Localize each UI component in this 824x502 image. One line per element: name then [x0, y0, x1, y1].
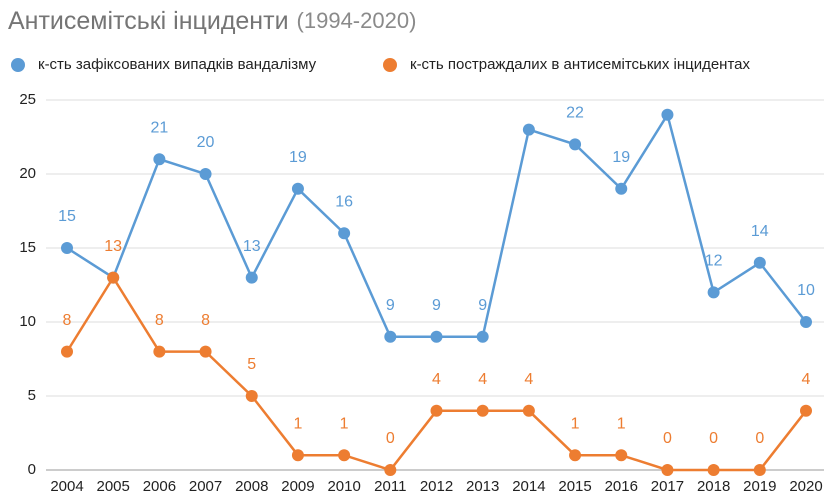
x-tick-label: 2006: [143, 478, 176, 495]
data-point: [61, 242, 73, 254]
data-label: 9: [386, 297, 395, 314]
legend-marker: [383, 58, 397, 72]
data-label: 15: [58, 208, 76, 225]
y-tick-label: 20: [19, 165, 36, 182]
x-tick-label: 2016: [605, 478, 638, 495]
data-label: 0: [386, 430, 395, 447]
data-point: [384, 464, 397, 476]
x-tick-label: 2018: [697, 478, 730, 495]
data-label: 9: [432, 297, 441, 314]
data-label: 13: [243, 238, 261, 255]
data-label: 1: [293, 415, 302, 432]
data-point: [338, 449, 351, 462]
subtitle: (1994-2020): [297, 8, 417, 33]
y-tick-label: 10: [19, 313, 36, 330]
data-label: 4: [802, 371, 811, 388]
data-point: [615, 182, 628, 195]
x-tick-label: 2008: [235, 478, 268, 495]
data-point: [753, 464, 766, 476]
data-label: 21: [150, 119, 168, 136]
data-point: [753, 256, 766, 269]
data-point: [522, 404, 535, 417]
data-point: [615, 449, 628, 462]
data-point: [291, 182, 304, 195]
data-point: [476, 404, 489, 417]
data-label: 1: [571, 415, 580, 432]
data-point: [800, 316, 812, 328]
data-point: [569, 138, 582, 151]
x-tick-label: 2015: [558, 478, 591, 495]
x-tick-label: 2011: [374, 478, 406, 495]
data-label: 1: [340, 415, 349, 432]
data-label: 19: [612, 149, 630, 166]
data-point: [707, 286, 720, 299]
title: Антисемітські інциденти: [8, 7, 289, 35]
data-label: 0: [663, 430, 672, 447]
data-label: 1: [617, 415, 626, 432]
data-point: [199, 345, 212, 358]
data-label: 22: [566, 105, 584, 122]
data-point: [245, 390, 258, 402]
data-point: [430, 330, 443, 343]
x-tick-label: 2009: [281, 478, 314, 495]
y-tick-label: 25: [19, 91, 36, 108]
data-label: 13: [104, 238, 122, 255]
legend-marker: [11, 58, 25, 72]
y-tick-label: 15: [19, 239, 36, 256]
data-label: 16: [335, 193, 353, 210]
data-label: 8: [155, 312, 164, 329]
data-label: 12: [705, 253, 723, 270]
data-label: 0: [709, 430, 718, 447]
data-point: [476, 330, 489, 343]
x-tick-label: 2012: [420, 478, 453, 495]
x-tick-label: 2019: [743, 478, 776, 495]
data-point: [291, 449, 304, 462]
chart-title: Антисемітські інциденти (1994-2020): [8, 7, 416, 35]
x-tick-label: 2020: [789, 478, 822, 495]
data-label: 4: [432, 371, 441, 388]
data-label: 5: [247, 356, 256, 373]
data-point: [569, 449, 582, 462]
data-label: 14: [751, 223, 769, 240]
x-tick-label: 2004: [50, 478, 83, 495]
data-label: 10: [797, 282, 815, 299]
data-point: [522, 123, 535, 136]
data-label: 8: [201, 312, 210, 329]
data-point: [800, 404, 812, 417]
data-point: [338, 227, 351, 240]
data-label: 9: [478, 297, 487, 314]
data-point: [199, 168, 212, 180]
data-label: 20: [197, 134, 215, 151]
data-point: [153, 345, 166, 358]
y-tick-label: 0: [28, 461, 36, 478]
data-point: [707, 464, 720, 476]
data-point: [61, 345, 73, 358]
data-label: 4: [478, 371, 487, 388]
data-point: [661, 464, 674, 476]
data-label: 4: [524, 371, 533, 388]
data-point: [153, 153, 166, 166]
data-point: [245, 271, 258, 284]
x-tick-label: 2014: [512, 478, 545, 495]
data-label: 0: [755, 430, 764, 447]
x-tick-label: 2013: [466, 478, 499, 495]
x-tick-label: 2007: [189, 478, 222, 495]
x-tick-label: 2005: [97, 478, 130, 495]
data-label: 19: [289, 149, 307, 166]
data-point: [430, 404, 443, 417]
x-tick-label: 2010: [327, 478, 360, 495]
y-tick-label: 5: [28, 387, 36, 404]
x-tick-label: 2017: [651, 478, 684, 495]
legend-label: к-сть зафіксованих випадків вандалізму: [38, 56, 317, 73]
data-point: [384, 330, 397, 343]
data-label: 8: [63, 312, 72, 329]
data-point: [661, 108, 674, 121]
legend-label: к-сть постраждалих в антисемітських інци…: [410, 56, 750, 73]
data-point: [107, 271, 120, 284]
